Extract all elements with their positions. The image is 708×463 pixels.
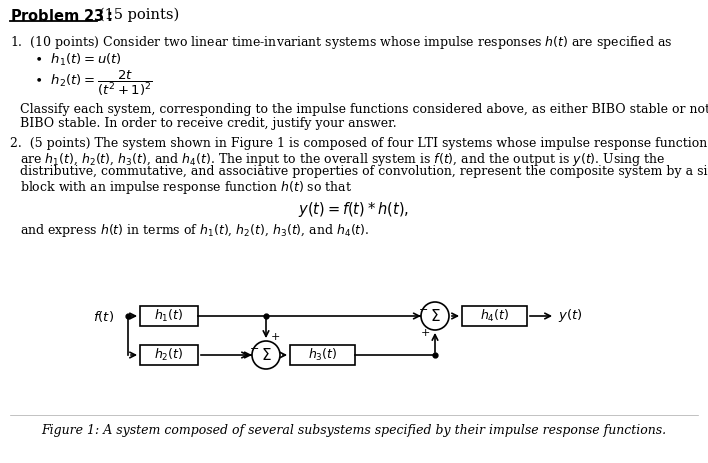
Text: $h_4(t)$: $h_4(t)$ — [480, 308, 509, 324]
Text: $h_1(t)$: $h_1(t)$ — [154, 308, 183, 324]
Text: distributive, commutative, and associative properties of convolution, represent : distributive, commutative, and associati… — [20, 165, 708, 178]
Circle shape — [252, 341, 280, 369]
Text: Figure 1: A system composed of several subsystems specified by their impulse res: Figure 1: A system composed of several s… — [42, 424, 666, 437]
Text: $h_2(t)$: $h_2(t)$ — [154, 347, 183, 363]
Text: $+$: $+$ — [420, 327, 430, 338]
Bar — [290, 345, 355, 365]
Text: 2.  (5 points) The system shown in Figure 1 is composed of four LTI systems whos: 2. (5 points) The system shown in Figure… — [10, 137, 708, 150]
Text: $-$: $-$ — [249, 342, 259, 352]
Text: and express $h(t)$ in terms of $h_1(t)$, $h_2(t)$, $h_3(t)$, and $h_4(t)$.: and express $h(t)$ in terms of $h_1(t)$,… — [20, 222, 370, 239]
Bar — [462, 306, 527, 326]
Text: BIBO stable. In order to receive credit, justify your answer.: BIBO stable. In order to receive credit,… — [20, 117, 396, 130]
Text: $y(t) = f(t) * h(t),$: $y(t) = f(t) * h(t),$ — [299, 200, 409, 219]
Bar — [140, 345, 198, 365]
Text: $\bullet$  $h_2(t) = \dfrac{2t}{(t^2+1)^2}$: $\bullet$ $h_2(t) = \dfrac{2t}{(t^2+1)^2… — [34, 69, 153, 98]
Text: (15 points): (15 points) — [99, 8, 179, 22]
Bar — [140, 306, 198, 326]
Text: block with an impulse response function $h(t)$ so that: block with an impulse response function … — [20, 179, 353, 196]
Text: Classify each system, corresponding to the impulse functions considered above, a: Classify each system, corresponding to t… — [20, 103, 708, 116]
Text: $\bf{Problem\ 23:}$: $\bf{Problem\ 23:}$ — [10, 8, 113, 24]
Text: $h_3(t)$: $h_3(t)$ — [308, 347, 337, 363]
Circle shape — [421, 302, 449, 330]
Text: $\bullet$  $h_1(t) = u(t)$: $\bullet$ $h_1(t) = u(t)$ — [34, 52, 122, 68]
Text: $\Sigma$: $\Sigma$ — [261, 347, 271, 363]
Text: $\Sigma$: $\Sigma$ — [430, 308, 440, 324]
Text: $f(t)$: $f(t)$ — [93, 308, 114, 324]
Text: $-$: $-$ — [418, 303, 428, 313]
Text: are $h_1(t)$, $h_2(t)$, $h_3(t)$, and $h_4(t)$. The input to the overall system : are $h_1(t)$, $h_2(t)$, $h_3(t)$, and $h… — [20, 151, 666, 168]
Text: 1.  (10 points) Consider two linear time-invariant systems whose impulse respons: 1. (10 points) Consider two linear time-… — [10, 34, 672, 51]
Text: $+$: $+$ — [270, 332, 280, 343]
Text: $y(t)$: $y(t)$ — [558, 307, 583, 325]
